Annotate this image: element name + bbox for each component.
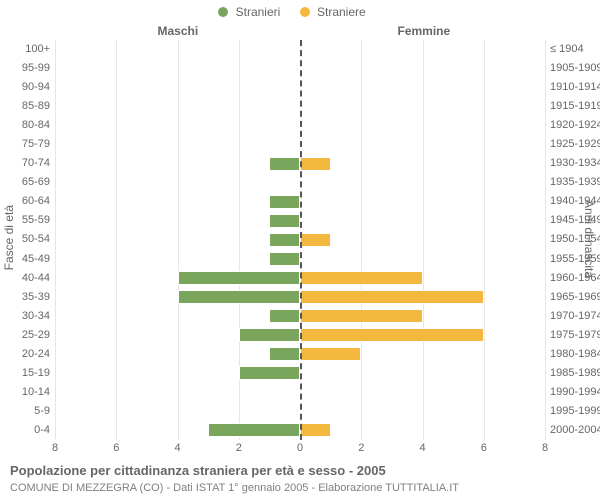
legend-label-female: Straniere [317, 5, 366, 19]
bar-female [300, 328, 484, 342]
bar-male [239, 328, 300, 342]
bar-female [300, 423, 331, 437]
y-label-age: 45-49 [0, 250, 50, 269]
y-label-age: 65-69 [0, 173, 50, 192]
y-label-birth: 1995-1999 [550, 402, 600, 421]
grid-line [545, 40, 546, 440]
grid-line [178, 40, 179, 440]
y-label-birth: 1945-1949 [550, 211, 600, 230]
chart-area [55, 40, 545, 440]
y-label-birth: 1905-1909 [550, 59, 600, 78]
y-label-age: 35-39 [0, 288, 50, 307]
y-label-age: 100+ [0, 40, 50, 59]
y-label-age: 90-94 [0, 78, 50, 97]
grid-line [116, 40, 117, 440]
y-label-birth: 1930-1934 [550, 154, 600, 173]
y-label-age: 10-14 [0, 383, 50, 402]
y-label-age: 5-9 [0, 402, 50, 421]
x-tick-label: 6 [481, 442, 487, 454]
y-label-birth: ≤ 1904 [550, 40, 584, 59]
y-label-birth: 1990-1994 [550, 383, 600, 402]
x-tick-label: 2 [358, 442, 364, 454]
zero-line [300, 40, 302, 440]
x-tick-label: 8 [52, 442, 58, 454]
x-tick-label: 4 [419, 442, 425, 454]
x-tick-label: 8 [542, 442, 548, 454]
grid-line [361, 40, 362, 440]
bar-female [300, 347, 361, 361]
caption-subtitle: COMUNE DI MEZZEGRA (CO) - Dati ISTAT 1° … [10, 482, 459, 494]
y-label-age: 60-64 [0, 192, 50, 211]
bar-female [300, 309, 423, 323]
bar-male [269, 195, 300, 209]
y-label-age: 15-19 [0, 364, 50, 383]
legend-dot-male [218, 7, 228, 17]
y-label-birth: 1965-1969 [550, 288, 600, 307]
bar-female [300, 157, 331, 171]
y-label-birth: 1950-1954 [550, 230, 600, 249]
x-tick-label: 6 [113, 442, 119, 454]
y-label-age: 75-79 [0, 135, 50, 154]
bar-female [300, 271, 423, 285]
y-label-age: 20-24 [0, 345, 50, 364]
bar-male [269, 233, 300, 247]
legend-label-male: Stranieri [236, 5, 281, 19]
grid-line [55, 40, 56, 440]
bar-male [269, 252, 300, 266]
y-label-age: 70-74 [0, 154, 50, 173]
header-female: Femmine [398, 24, 451, 38]
y-label-age: 0-4 [0, 421, 50, 440]
x-tick-label: 2 [236, 442, 242, 454]
y-label-birth: 1985-1989 [550, 364, 600, 383]
bar-male [269, 347, 300, 361]
y-label-age: 80-84 [0, 116, 50, 135]
y-label-birth: 1920-1924 [550, 116, 600, 135]
y-label-age: 25-29 [0, 326, 50, 345]
y-label-age: 40-44 [0, 269, 50, 288]
x-tick-label: 4 [174, 442, 180, 454]
chart-container: Stranieri Straniere Maschi Femmine Fasce… [0, 0, 600, 500]
y-label-birth: 1910-1914 [550, 78, 600, 97]
header-male: Maschi [158, 24, 199, 38]
bar-male [269, 214, 300, 228]
y-label-age: 55-59 [0, 211, 50, 230]
bar-female [300, 290, 484, 304]
y-label-birth: 1940-1944 [550, 192, 600, 211]
bar-male [178, 271, 301, 285]
bar-male [178, 290, 301, 304]
caption-title: Popolazione per cittadinanza straniera p… [10, 463, 386, 478]
y-label-birth: 1970-1974 [550, 307, 600, 326]
grid-line [484, 40, 485, 440]
y-label-birth: 1915-1919 [550, 97, 600, 116]
grid-line [423, 40, 424, 440]
y-label-birth: 1975-1979 [550, 326, 600, 345]
bar-male [208, 423, 300, 437]
y-label-age: 30-34 [0, 307, 50, 326]
legend-dot-female [300, 7, 310, 17]
y-label-birth: 1955-1959 [550, 250, 600, 269]
y-label-age: 85-89 [0, 97, 50, 116]
y-label-birth: 1980-1984 [550, 345, 600, 364]
x-tick-label: 0 [297, 442, 303, 454]
y-label-birth: 1925-1929 [550, 135, 600, 154]
bar-male [239, 366, 300, 380]
bar-male [269, 309, 300, 323]
y-label-age: 50-54 [0, 230, 50, 249]
bar-male [269, 157, 300, 171]
y-label-birth: 2000-2004 [550, 421, 600, 440]
legend: Stranieri Straniere [0, 4, 600, 19]
y-label-age: 95-99 [0, 59, 50, 78]
y-label-birth: 1960-1964 [550, 269, 600, 288]
bar-female [300, 233, 331, 247]
y-label-birth: 1935-1939 [550, 173, 600, 192]
